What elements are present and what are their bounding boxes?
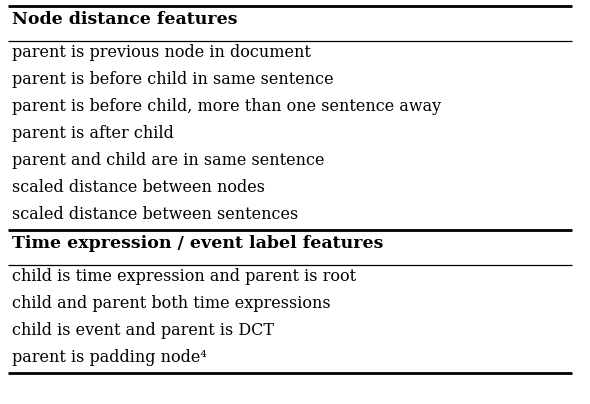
Text: parent and child are in same sentence: parent and child are in same sentence [12,152,324,169]
Text: parent is before child in same sentence: parent is before child in same sentence [12,71,333,88]
Text: parent is padding node⁴: parent is padding node⁴ [12,349,206,366]
Text: child is time expression and parent is root: child is time expression and parent is r… [12,268,356,285]
Text: Node distance features: Node distance features [12,11,238,28]
Text: child and parent both time expressions: child and parent both time expressions [12,295,330,312]
Text: parent is after child: parent is after child [12,125,174,142]
Text: scaled distance between sentences: scaled distance between sentences [12,206,299,223]
Text: parent is previous node in document: parent is previous node in document [12,44,311,61]
Text: parent is before child, more than one sentence away: parent is before child, more than one se… [12,98,441,115]
Text: Time expression / event label features: Time expression / event label features [12,235,384,252]
Text: child is event and parent is DCT: child is event and parent is DCT [12,322,274,339]
Text: scaled distance between nodes: scaled distance between nodes [12,179,265,196]
